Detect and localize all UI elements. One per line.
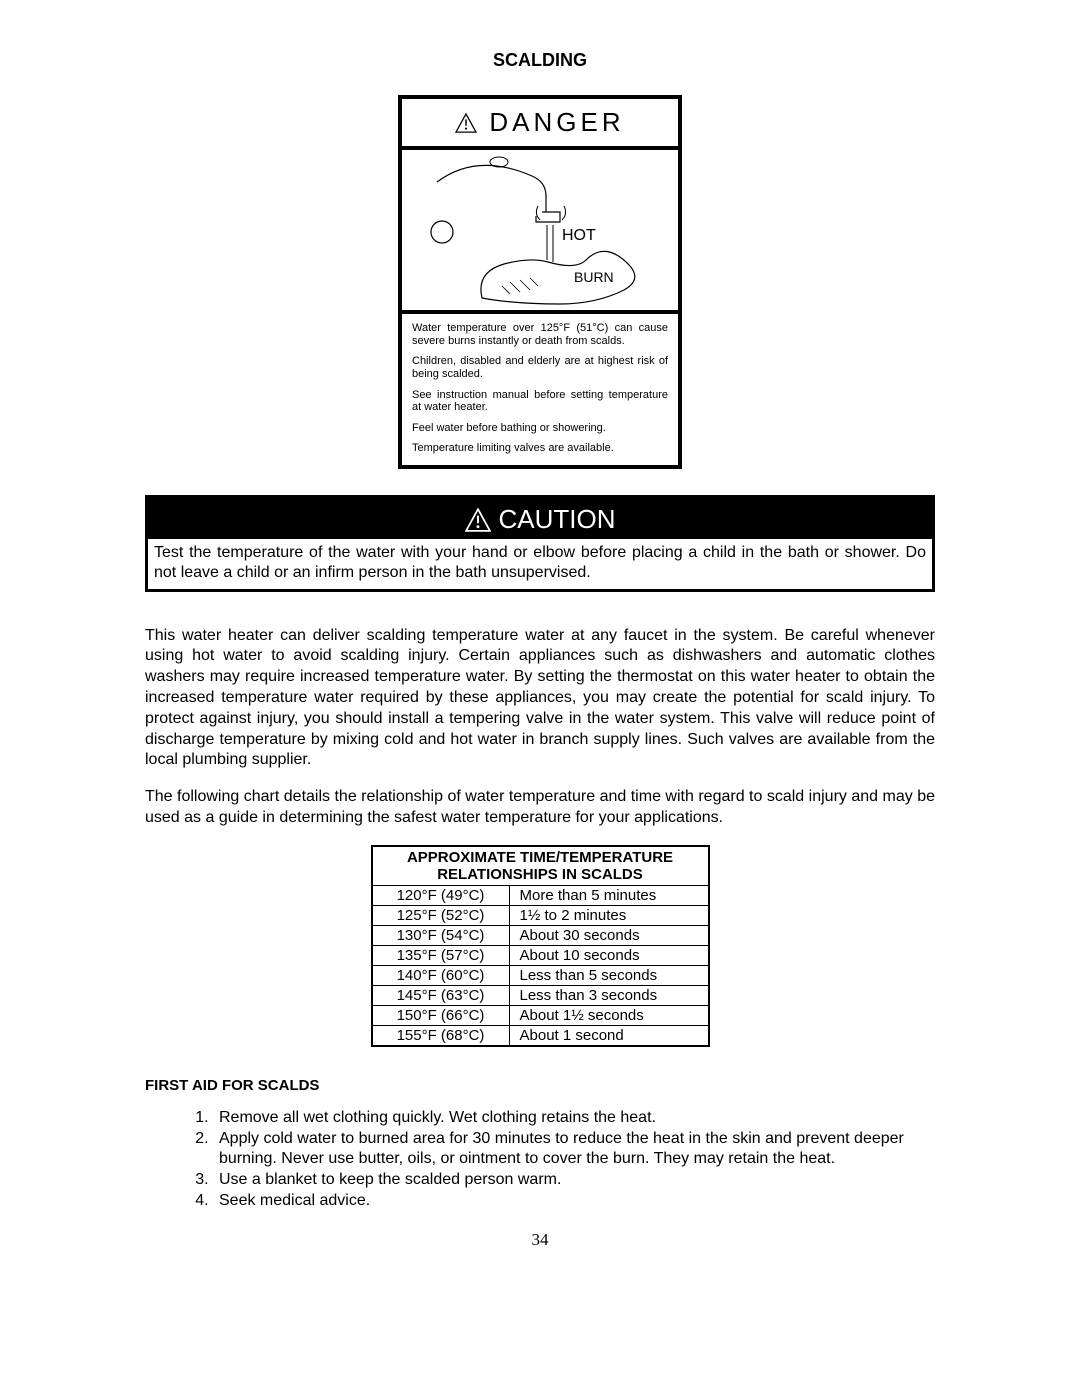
- table-row: 145°F (63°C)Less than 3 seconds: [372, 985, 709, 1005]
- firstaid-list: Remove all wet clothing quickly. Wet clo…: [145, 1108, 935, 1212]
- table-row: 135°F (57°C)About 10 seconds: [372, 945, 709, 965]
- table-row: 140°F (60°C)Less than 5 seconds: [372, 965, 709, 985]
- caution-box: CAUTION Test the temperature of the wate…: [145, 495, 935, 592]
- table-row: 130°F (54°C)About 30 seconds: [372, 925, 709, 945]
- table-row: 150°F (66°C)About 1½ seconds: [372, 1005, 709, 1025]
- scald-table: APPROXIMATE TIME/TEMPERATURE RELATIONSHI…: [371, 845, 710, 1047]
- list-item: Use a blanket to keep the scalded person…: [213, 1170, 935, 1191]
- temp-cell: 155°F (68°C): [372, 1025, 510, 1046]
- table-header: APPROXIMATE TIME/TEMPERATURE RELATIONSHI…: [372, 846, 709, 886]
- list-item: Apply cold water to burned area for 30 m…: [213, 1129, 935, 1171]
- list-item: Remove all wet clothing quickly. Wet clo…: [213, 1108, 935, 1129]
- temp-cell: 145°F (63°C): [372, 985, 510, 1005]
- temp-cell: 125°F (52°C): [372, 905, 510, 925]
- caution-header: CAUTION: [148, 498, 932, 539]
- table-row: 155°F (68°C)About 1 second: [372, 1025, 709, 1046]
- firstaid-heading: FIRST AID FOR SCALDS: [145, 1077, 935, 1094]
- danger-para-1: Water temperature over 125°F (51°C) can …: [412, 322, 668, 347]
- illus-hot-text: HOT: [562, 227, 596, 244]
- danger-para-4: Feel water before bathing or showering.: [412, 422, 668, 435]
- body-paragraph-2: The following chart details the relation…: [145, 787, 935, 829]
- table-row: 125°F (52°C)1½ to 2 minutes: [372, 905, 709, 925]
- time-cell: About 1½ seconds: [509, 1005, 709, 1025]
- time-cell: Less than 5 seconds: [509, 965, 709, 985]
- time-cell: About 1 second: [509, 1025, 709, 1046]
- time-cell: About 30 seconds: [509, 925, 709, 945]
- warning-triangle-icon: [455, 113, 477, 133]
- danger-illustration: HOT BURN: [402, 150, 678, 314]
- danger-header: DANGER: [402, 99, 678, 150]
- list-item: Seek medical advice.: [213, 1191, 935, 1212]
- caution-label: CAUTION: [499, 504, 616, 535]
- page-number: 34: [145, 1230, 935, 1250]
- temp-cell: 120°F (49°C): [372, 885, 510, 905]
- danger-label: DANGER: [489, 107, 624, 138]
- temp-cell: 130°F (54°C): [372, 925, 510, 945]
- time-cell: About 10 seconds: [509, 945, 709, 965]
- temp-cell: 135°F (57°C): [372, 945, 510, 965]
- caution-body: Test the temperature of the water with y…: [148, 539, 932, 589]
- table-row: 120°F (49°C)More than 5 minutes: [372, 885, 709, 905]
- danger-para-5: Temperature limiting valves are availabl…: [412, 442, 668, 455]
- danger-text: Water temperature over 125°F (51°C) can …: [402, 314, 678, 465]
- danger-para-3: See instruction manual before setting te…: [412, 389, 668, 414]
- table-header-line2: RELATIONSHIPS IN SCALDS: [437, 866, 643, 883]
- document-page: SCALDING DANGER: [145, 50, 935, 1250]
- danger-para-2: Children, disabled and elderly are at hi…: [412, 355, 668, 380]
- temp-cell: 150°F (66°C): [372, 1005, 510, 1025]
- time-cell: 1½ to 2 minutes: [509, 905, 709, 925]
- time-cell: More than 5 minutes: [509, 885, 709, 905]
- illus-burn-text: BURN: [574, 269, 614, 285]
- time-cell: Less than 3 seconds: [509, 985, 709, 1005]
- page-title: SCALDING: [145, 50, 935, 71]
- danger-box: DANGER HOT BURN: [398, 95, 682, 469]
- temp-cell: 140°F (60°C): [372, 965, 510, 985]
- table-body: 120°F (49°C)More than 5 minutes 125°F (5…: [372, 885, 709, 1046]
- body-paragraph-1: This water heater can deliver scalding t…: [145, 626, 935, 772]
- warning-triangle-icon: [465, 508, 491, 532]
- table-header-line1: APPROXIMATE TIME/TEMPERATURE: [407, 849, 673, 866]
